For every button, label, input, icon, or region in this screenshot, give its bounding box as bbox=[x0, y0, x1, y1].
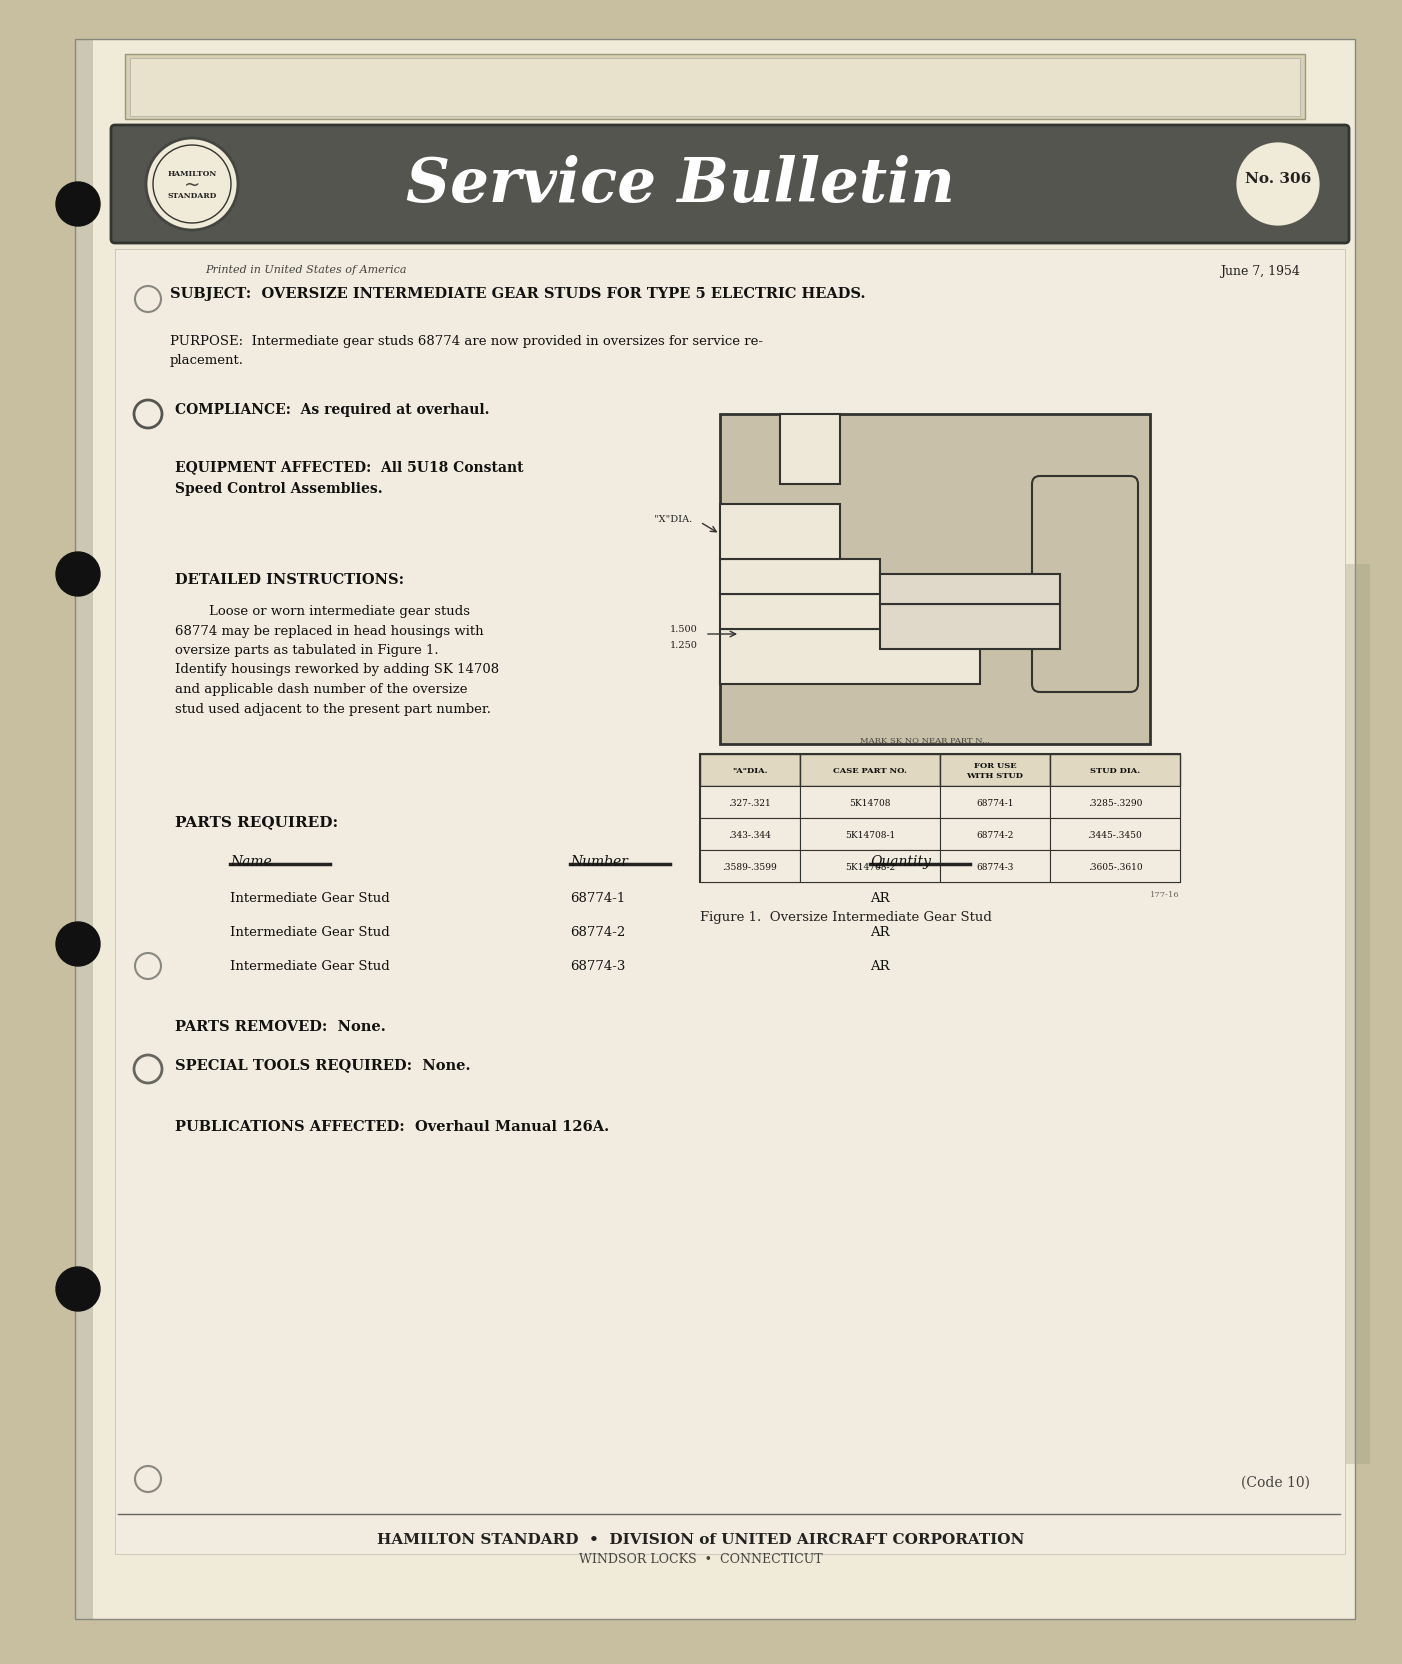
Bar bbox=[801, 850, 939, 882]
Circle shape bbox=[56, 1268, 100, 1311]
Bar bbox=[721, 414, 1150, 744]
Text: 1.250: 1.250 bbox=[670, 641, 698, 649]
Text: Figure 1.  Oversize Intermediate Gear Stud: Figure 1. Oversize Intermediate Gear Stu… bbox=[700, 910, 991, 924]
Bar bbox=[74, 40, 93, 1619]
Text: SPECIAL TOOLS REQUIRED:  None.: SPECIAL TOOLS REQUIRED: None. bbox=[175, 1057, 471, 1072]
Text: Intermediate Gear Stud: Intermediate Gear Stud bbox=[230, 925, 390, 938]
Circle shape bbox=[146, 138, 238, 231]
Bar bbox=[801, 754, 939, 787]
Text: 5K14708: 5K14708 bbox=[850, 799, 890, 807]
Text: Intermediate Gear Stud: Intermediate Gear Stud bbox=[230, 960, 390, 972]
Bar bbox=[1050, 787, 1180, 819]
Text: "A"DIA.: "A"DIA. bbox=[732, 767, 768, 774]
Bar bbox=[939, 787, 1050, 819]
FancyBboxPatch shape bbox=[111, 126, 1349, 245]
Text: AR: AR bbox=[871, 892, 890, 905]
FancyBboxPatch shape bbox=[1032, 476, 1138, 692]
Text: MARK SK NO NEAR PART N...: MARK SK NO NEAR PART N... bbox=[859, 737, 990, 744]
Text: .327-.321: .327-.321 bbox=[729, 799, 771, 807]
Text: PUBLICATIONS AFFECTED:  Overhaul Manual 126A.: PUBLICATIONS AFFECTED: Overhaul Manual 1… bbox=[175, 1120, 608, 1133]
Text: June 7, 1954: June 7, 1954 bbox=[1220, 265, 1300, 278]
Text: Quantity: Quantity bbox=[871, 855, 931, 869]
Circle shape bbox=[56, 552, 100, 597]
Bar bbox=[700, 754, 1180, 882]
Bar bbox=[130, 58, 1300, 116]
Text: 68774-2: 68774-2 bbox=[571, 925, 625, 938]
Bar bbox=[880, 574, 1060, 604]
Text: WINDSOR LOCKS  •  CONNECTICUT: WINDSOR LOCKS • CONNECTICUT bbox=[579, 1553, 823, 1566]
Text: 68774-1: 68774-1 bbox=[571, 892, 625, 905]
Bar bbox=[700, 787, 801, 819]
Circle shape bbox=[56, 183, 100, 226]
Circle shape bbox=[56, 922, 100, 967]
Bar bbox=[700, 754, 801, 787]
Text: PURPOSE:  Intermediate gear studs 68774 are now provided in oversizes for servic: PURPOSE: Intermediate gear studs 68774 a… bbox=[170, 334, 763, 366]
Text: .343-.344: .343-.344 bbox=[729, 830, 771, 839]
Bar bbox=[780, 414, 840, 484]
Text: EQUIPMENT AFFECTED:  All 5U18 Constant
Speed Control Assemblies.: EQUIPMENT AFFECTED: All 5U18 Constant Sp… bbox=[175, 459, 523, 496]
Text: 177-16: 177-16 bbox=[1151, 890, 1180, 899]
Text: SUBJECT:  OVERSIZE INTERMEDIATE GEAR STUDS FOR TYPE 5 ELECTRIC HEADS.: SUBJECT: OVERSIZE INTERMEDIATE GEAR STUD… bbox=[170, 286, 865, 301]
Bar bbox=[939, 819, 1050, 850]
Bar bbox=[700, 819, 801, 850]
Text: (Code 10): (Code 10) bbox=[1241, 1474, 1309, 1489]
Text: COMPLIANCE:  As required at overhaul.: COMPLIANCE: As required at overhaul. bbox=[175, 403, 489, 416]
Text: .3285-.3290: .3285-.3290 bbox=[1088, 799, 1143, 807]
Text: HAMILTON: HAMILTON bbox=[167, 170, 217, 178]
Text: 5K14708-1: 5K14708-1 bbox=[845, 830, 894, 839]
Bar bbox=[115, 250, 1345, 1554]
Text: STUD DIA.: STUD DIA. bbox=[1089, 767, 1140, 774]
Bar bbox=[880, 604, 1060, 649]
Bar bbox=[801, 787, 939, 819]
Text: "X"DIA.: "X"DIA. bbox=[653, 516, 693, 524]
Text: FOR USE
WITH STUD: FOR USE WITH STUD bbox=[966, 762, 1023, 779]
Text: .3589-.3599: .3589-.3599 bbox=[722, 862, 777, 870]
Text: No. 306: No. 306 bbox=[1245, 171, 1311, 186]
Text: 68774-1: 68774-1 bbox=[976, 799, 1014, 807]
Text: .3445-.3450: .3445-.3450 bbox=[1088, 830, 1143, 839]
Text: Loose or worn intermediate gear studs
68774 may be replaced in head housings wit: Loose or worn intermediate gear studs 68… bbox=[175, 604, 499, 716]
Text: AR: AR bbox=[871, 925, 890, 938]
Text: ~: ~ bbox=[184, 175, 200, 195]
Text: DETAILED INSTRUCTIONS:: DETAILED INSTRUCTIONS: bbox=[175, 572, 404, 587]
Text: 68774-3: 68774-3 bbox=[571, 960, 625, 972]
Circle shape bbox=[153, 146, 231, 225]
Bar bbox=[1050, 850, 1180, 882]
Bar bbox=[721, 504, 840, 559]
Bar bbox=[721, 629, 980, 684]
Text: Service Bulletin: Service Bulletin bbox=[405, 155, 955, 215]
Text: HAMILTON STANDARD  •  DIVISION of UNITED AIRCRAFT CORPORATION: HAMILTON STANDARD • DIVISION of UNITED A… bbox=[377, 1533, 1025, 1546]
Bar bbox=[1340, 564, 1370, 1464]
Circle shape bbox=[1235, 141, 1321, 228]
Text: .3605-.3610: .3605-.3610 bbox=[1088, 862, 1143, 870]
Text: PARTS REQUIRED:: PARTS REQUIRED: bbox=[175, 814, 338, 829]
Text: 1.500: 1.500 bbox=[670, 626, 698, 634]
Text: Number: Number bbox=[571, 855, 628, 869]
Bar bbox=[1050, 754, 1180, 787]
Bar bbox=[801, 819, 939, 850]
Text: 68774-3: 68774-3 bbox=[976, 862, 1014, 870]
Text: 68774-2: 68774-2 bbox=[976, 830, 1014, 839]
Text: 5K14708-2: 5K14708-2 bbox=[845, 862, 894, 870]
Bar bbox=[700, 850, 801, 882]
Text: CASE PART NO.: CASE PART NO. bbox=[833, 767, 907, 774]
Text: Printed in United States of America: Printed in United States of America bbox=[205, 265, 407, 275]
Text: AR: AR bbox=[871, 960, 890, 972]
Text: STANDARD: STANDARD bbox=[167, 191, 217, 200]
Text: Intermediate Gear Stud: Intermediate Gear Stud bbox=[230, 892, 390, 905]
Bar bbox=[939, 754, 1050, 787]
Text: PARTS REMOVED:  None.: PARTS REMOVED: None. bbox=[175, 1020, 386, 1033]
Text: Name: Name bbox=[230, 855, 272, 869]
Bar bbox=[721, 594, 920, 629]
Bar bbox=[125, 55, 1305, 120]
Bar bbox=[721, 559, 880, 594]
Bar bbox=[939, 850, 1050, 882]
Bar bbox=[1050, 819, 1180, 850]
